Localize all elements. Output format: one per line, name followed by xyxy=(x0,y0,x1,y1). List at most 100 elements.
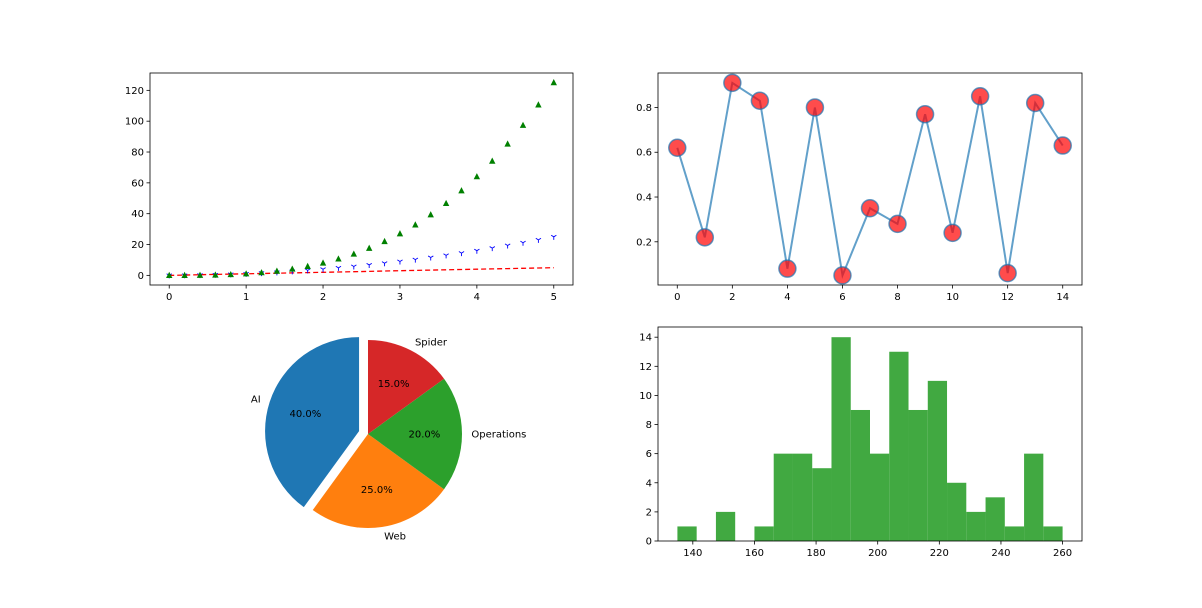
x-tick-label: 140 xyxy=(683,548,702,559)
data-point xyxy=(970,87,990,106)
cube-series-marker xyxy=(258,269,265,276)
series-line xyxy=(676,81,1064,280)
cube-series-marker xyxy=(227,270,234,278)
pie-slice xyxy=(312,434,445,528)
square-series-marker xyxy=(443,253,449,259)
cube-series-marker xyxy=(458,187,465,194)
data-point xyxy=(668,138,687,158)
slice-label: Spider xyxy=(415,337,448,348)
random-line-chart: 0 2 4 6 8 10 12 14 0.2 0.4 0.6 0.8 xyxy=(636,72,1083,303)
cube-series-marker xyxy=(212,271,219,278)
cube-series-marker xyxy=(365,244,373,251)
x-tick-label: 10 xyxy=(946,292,959,303)
y-tick-label: 10 xyxy=(639,391,652,402)
data-point xyxy=(833,266,852,285)
cube-series-marker xyxy=(535,101,542,108)
cube-series-marker xyxy=(427,211,434,218)
cube-series-marker xyxy=(489,157,496,164)
square-series-marker xyxy=(520,240,526,246)
y-tick-label: 14 xyxy=(639,333,652,344)
x-tick-label: 240 xyxy=(991,548,1010,559)
y-tick-label: 0 xyxy=(138,271,144,282)
x-tick-label: 4 xyxy=(474,292,480,303)
cube-series-marker xyxy=(335,255,342,262)
y-tick-label: 40 xyxy=(131,209,144,220)
histogram-bar xyxy=(985,497,1005,541)
square-series-marker xyxy=(474,248,480,254)
x-tick-label: 0 xyxy=(166,292,172,303)
cube-series-marker xyxy=(181,271,188,278)
slice-label: Operations xyxy=(471,430,526,441)
pie-chart: 40.0% AI 25.0% Web 20.0% Operations 15.0% Spide… xyxy=(251,337,526,543)
data-point xyxy=(998,263,1017,283)
slice-label: AI xyxy=(251,395,261,406)
histogram-bar xyxy=(715,511,736,541)
data-point xyxy=(723,73,742,93)
slice-label: Web xyxy=(384,532,406,543)
cube-series-marker xyxy=(396,230,404,237)
histogram-bar xyxy=(1043,526,1063,541)
cube-series-marker xyxy=(304,262,311,269)
square-series-marker xyxy=(535,237,542,243)
cube-series-marker xyxy=(550,79,557,86)
histogram-bar xyxy=(927,380,948,541)
x-tick-label: 260 xyxy=(1053,548,1072,559)
cube-series-marker xyxy=(319,259,327,266)
histogram-bar xyxy=(831,337,851,541)
square-series-marker xyxy=(504,243,511,249)
y-tick-label: 20 xyxy=(131,240,144,251)
histogram-bar xyxy=(870,453,890,541)
slice-percent-label: 20.0% xyxy=(409,430,441,441)
histogram-bar xyxy=(850,409,870,541)
cube-series-marker xyxy=(350,250,358,257)
x-tick-label: 3 xyxy=(397,292,403,303)
y-tick-label: 0 xyxy=(646,537,652,548)
x-tick-label: 14 xyxy=(1056,292,1069,303)
data-point xyxy=(915,104,935,124)
histogram-bar xyxy=(1024,453,1044,541)
y-tick-label: 60 xyxy=(131,178,144,189)
x-tick-label: 8 xyxy=(894,292,900,303)
cube-series-marker xyxy=(289,265,296,272)
x-tick-label: 160 xyxy=(745,548,764,559)
cube-series-marker xyxy=(504,140,511,147)
cube-series-marker xyxy=(473,173,481,180)
square-series-marker xyxy=(350,264,357,270)
data-point xyxy=(1025,93,1045,113)
cube-series-marker xyxy=(381,237,388,245)
x-tick-label: 200 xyxy=(868,548,887,559)
pie-slice xyxy=(368,339,445,434)
square-series-marker xyxy=(412,257,419,263)
y-tick-label: 0.2 xyxy=(636,237,652,248)
slice-percent-label: 25.0% xyxy=(361,485,393,496)
data-point xyxy=(888,214,907,234)
histogram-bar xyxy=(773,453,793,541)
data-point xyxy=(1053,136,1072,155)
x-tick-label: 12 xyxy=(1001,292,1014,303)
x-tick-label: 0 xyxy=(674,292,680,303)
x-tick-label: 2 xyxy=(320,292,326,303)
y-tick-label: 0.4 xyxy=(636,193,652,204)
cube-series-marker xyxy=(412,221,419,228)
square-series-marker xyxy=(320,267,326,273)
cube-series-marker xyxy=(166,271,173,278)
histogram-bar xyxy=(812,468,832,541)
data-point xyxy=(943,223,962,243)
y-tick-label: 120 xyxy=(125,86,144,97)
square-series-marker xyxy=(366,262,373,268)
y-tick-label: 2 xyxy=(646,507,652,518)
x-tick-label: 180 xyxy=(807,548,826,559)
x-tick-label: 1 xyxy=(243,292,249,303)
y-tick-label: 8 xyxy=(646,420,652,431)
square-series-marker xyxy=(304,268,311,274)
data-point xyxy=(750,91,770,111)
cube-series-marker xyxy=(242,270,250,277)
cube-series-marker xyxy=(273,267,281,274)
axes-frame xyxy=(657,326,1083,542)
data-point xyxy=(695,228,715,247)
square-series-marker xyxy=(550,234,557,240)
data-point xyxy=(805,98,825,117)
histogram-bar xyxy=(966,511,986,541)
histogram-bar xyxy=(908,409,928,541)
data-point xyxy=(860,198,880,218)
